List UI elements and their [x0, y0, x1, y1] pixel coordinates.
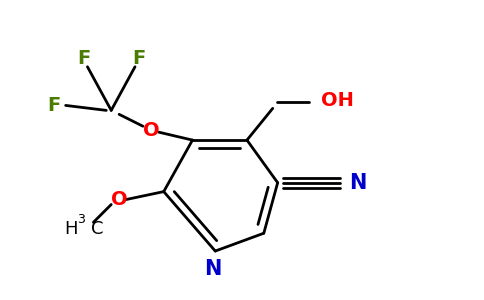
Text: O: O	[111, 190, 127, 209]
Text: F: F	[47, 96, 60, 115]
Text: O: O	[143, 121, 159, 140]
Text: C: C	[91, 220, 104, 238]
Text: N: N	[349, 173, 366, 193]
Text: H: H	[64, 220, 77, 238]
Text: 3: 3	[77, 213, 86, 226]
Text: OH: OH	[321, 91, 354, 110]
Text: F: F	[132, 50, 146, 68]
Text: F: F	[77, 50, 90, 68]
Text: N: N	[205, 259, 222, 279]
